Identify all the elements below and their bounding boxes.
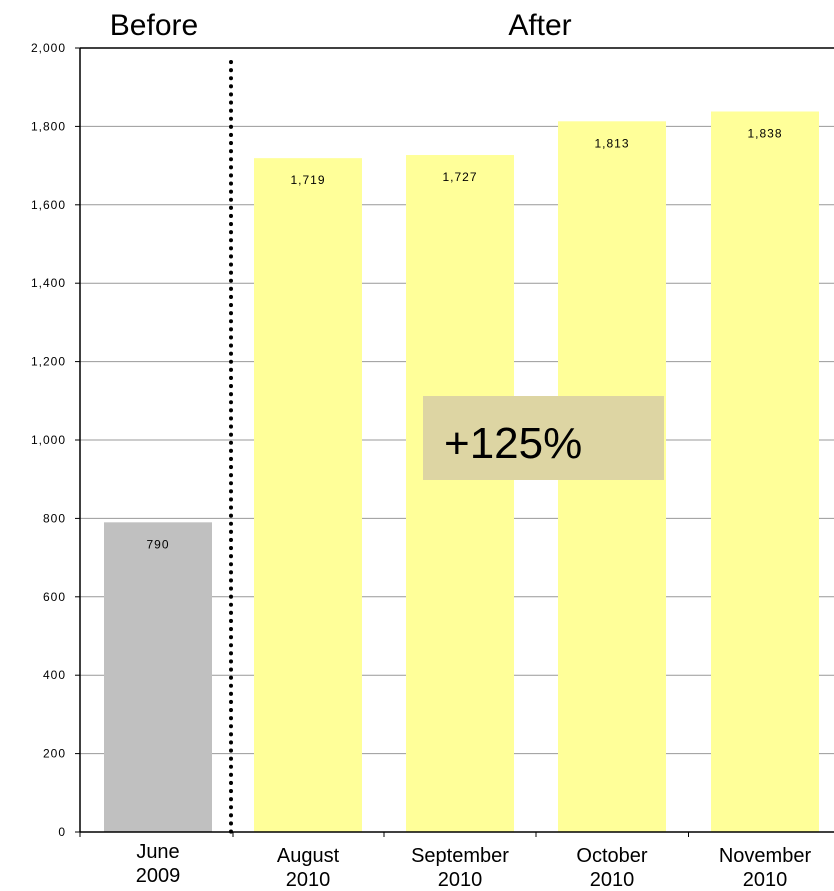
- y-tick-label: 400: [43, 668, 66, 682]
- bar: [406, 155, 514, 833]
- bar: [104, 522, 212, 832]
- growth-callout: +125%: [423, 396, 664, 480]
- bar-value-label: 1,813: [594, 136, 629, 150]
- x-category-label-line: November: [719, 845, 812, 867]
- growth-callout-box: [423, 396, 664, 480]
- bars: [104, 111, 819, 833]
- y-tick-label: 1,000: [31, 433, 66, 447]
- y-tick-labels: 0 200 400 600 800 1,000 1,200 1,400 1,600 1,800 2,…: [31, 41, 66, 839]
- bar-value-label: 790: [146, 537, 169, 551]
- bar: [711, 111, 819, 832]
- y-tick-label: 800: [43, 511, 66, 525]
- x-category-label-line: June: [136, 841, 179, 863]
- bar-value-label: 1,719: [290, 173, 325, 187]
- x-category-label-line: 2010: [286, 869, 331, 891]
- x-category-label: October 2010: [576, 845, 647, 891]
- bar-value-label: 1,838: [747, 127, 782, 141]
- before-group-label: Before: [110, 9, 198, 42]
- x-category-label: August 2010: [277, 845, 340, 891]
- bar-value-label: 1,727: [442, 170, 477, 184]
- x-category-label-line: 2010: [743, 869, 788, 891]
- y-tick-label: 1,200: [31, 355, 66, 369]
- x-category-label-line: 2009: [136, 865, 181, 887]
- x-category-label-line: September: [411, 845, 509, 867]
- y-tick-label: 200: [43, 747, 66, 761]
- y-tick-label: 0: [58, 825, 66, 839]
- x-category-label: September 2010: [411, 845, 509, 891]
- x-category-label: June 2009: [136, 841, 181, 887]
- growth-callout-text: +125%: [444, 419, 582, 468]
- bar-value-labels: 790 1,719 1,727 1,813 1,838: [146, 127, 782, 552]
- axes: [75, 47, 834, 837]
- y-tick-label: 600: [43, 590, 66, 604]
- y-tick-label: 1,600: [31, 198, 66, 212]
- y-tick-label: 1,800: [31, 119, 66, 133]
- x-category-label-line: August: [277, 845, 340, 867]
- bar: [254, 158, 362, 833]
- x-category-label: November 2010: [719, 845, 812, 891]
- x-category-label-line: 2010: [590, 869, 635, 891]
- x-category-label-line: October: [576, 845, 647, 867]
- x-category-label-line: 2010: [438, 869, 483, 891]
- after-group-label: After: [508, 9, 571, 42]
- y-tick-label: 1,400: [31, 276, 66, 290]
- y-tick-label: 2,000: [31, 41, 66, 55]
